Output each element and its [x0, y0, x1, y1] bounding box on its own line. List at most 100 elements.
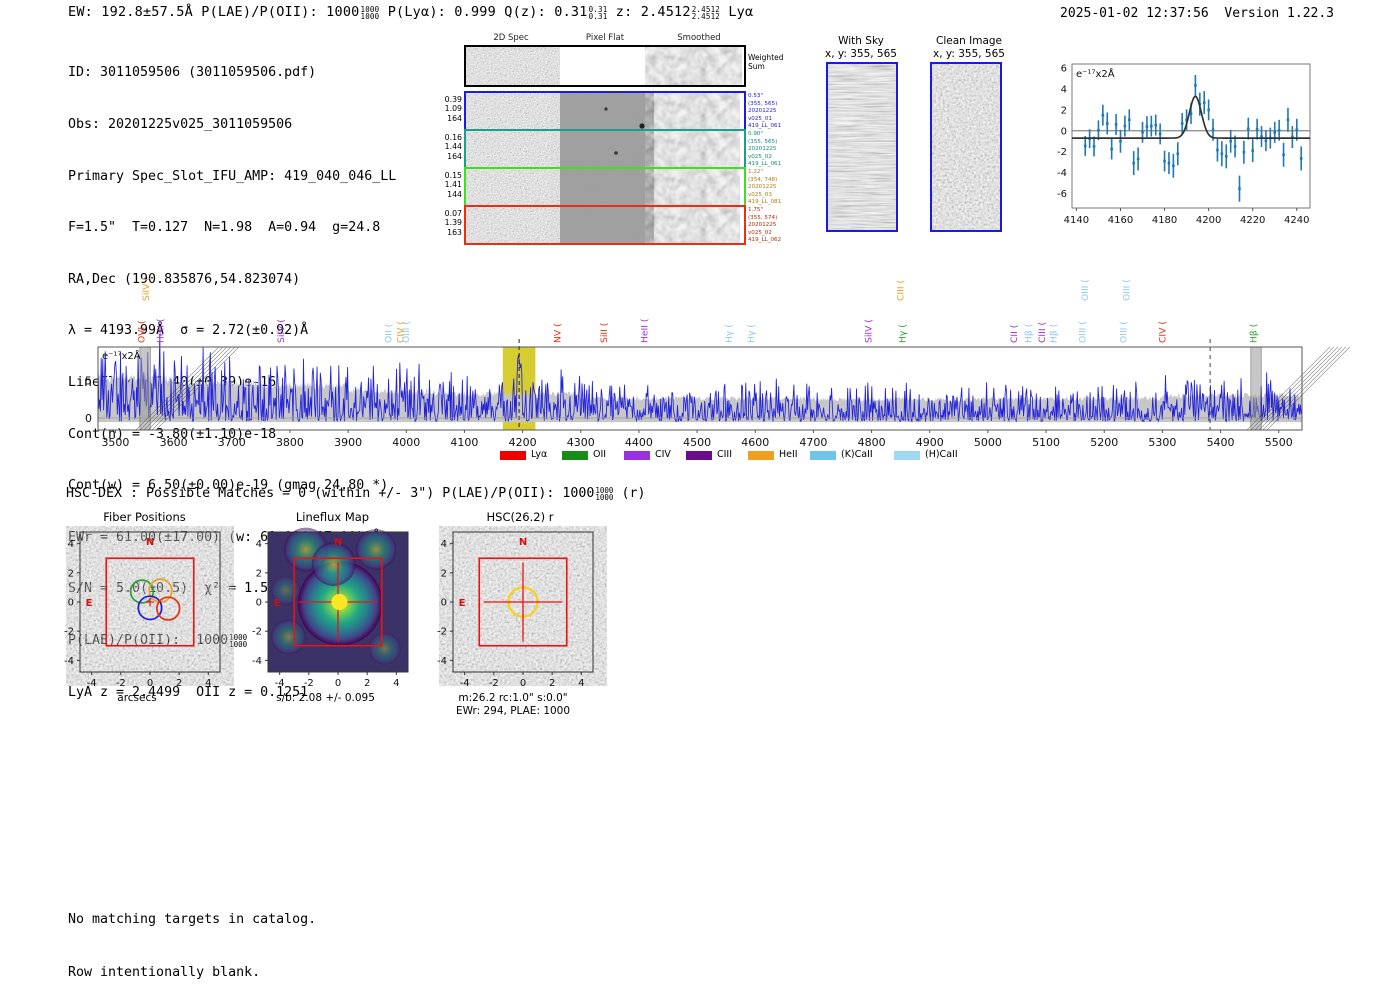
panel-caption: s/b: 2.08 +/- 0.095 — [276, 692, 375, 704]
svg-text:0: 0 — [85, 412, 92, 425]
svg-text:N: N — [334, 537, 342, 548]
svg-text:-2: -2 — [116, 678, 126, 689]
plae-fraction: 1000 1000 — [360, 4, 380, 22]
svg-text:-4: -4 — [437, 656, 447, 667]
svg-text:5500: 5500 — [1265, 436, 1293, 449]
svg-text:CIII (: CIII ( — [896, 280, 907, 301]
timestamp: 2025-01-02 12:37:56 — [1060, 6, 1209, 21]
svg-text:-4: -4 — [64, 656, 74, 667]
qz-fraction: 0.31 0.31 — [588, 4, 608, 22]
svg-text:4220: 4220 — [1240, 215, 1265, 226]
svg-text:-4: -4 — [1057, 168, 1067, 179]
svg-text:HeII (: HeII ( — [640, 319, 651, 344]
svg-text:4: 4 — [1061, 85, 1067, 96]
legend-label: (K)CaII — [841, 449, 873, 460]
fiber-meta: 1.75" (355, 574) 20201225 v025_02 419_LL… — [748, 207, 782, 244]
legend-label: CIII — [717, 449, 733, 460]
footer-note: No matching targets in catalog. Row inte… — [68, 876, 316, 999]
info-line: Primary Spec_Slot_IFU_AMP: 419_040_046_L… — [68, 168, 397, 184]
legend-label: CIV — [655, 449, 671, 460]
info-line: Cont(w) = 6.50(±0.00)e-19 (gmag 24.80 *) — [68, 478, 389, 494]
svg-text:2: 2 — [1061, 105, 1067, 116]
svg-text:0: 0 — [520, 678, 526, 689]
svg-text:4600: 4600 — [741, 436, 769, 449]
spectrum-legend: Lyα OII CIV CIII HeII (K)CaII (H)CaII — [500, 449, 958, 463]
header-summary-prefix: EW: 192.8±57.5Å P(LAE)/P(OII): 1000 — [68, 4, 360, 20]
svg-text:E: E — [459, 598, 466, 609]
panel-title: Fiber Positions — [103, 510, 186, 524]
svg-text:N: N — [519, 537, 527, 548]
timestamp-version: 2025-01-02 12:37:56 Version 1.22.3 — [1060, 6, 1334, 21]
svg-text:4100: 4100 — [450, 436, 478, 449]
svg-text:0: 0 — [256, 598, 262, 609]
svg-text:3600: 3600 — [160, 436, 188, 449]
svg-text:-4: -4 — [87, 678, 97, 689]
svg-text:5000: 5000 — [974, 436, 1002, 449]
with-sky-title: With Sky x, y: 355, 565 — [825, 35, 897, 60]
svg-text:5300: 5300 — [1148, 436, 1176, 449]
svg-text:6: 6 — [1061, 64, 1067, 75]
version-label: Version 1.22.3 — [1224, 6, 1334, 21]
footer-line-1: No matching targets in catalog. — [68, 912, 317, 927]
info-line: ID: 3011059506 (3011059506.pdf) — [68, 65, 317, 81]
svg-text:4: 4 — [393, 678, 399, 689]
svg-text:SiIV (: SiIV ( — [141, 277, 152, 301]
info-line: LyA z = 2.4499 OII z = 0.1251 — [68, 684, 309, 700]
footer-line-2: Row intentionally blank. — [68, 964, 261, 980]
svg-text:3900: 3900 — [334, 436, 362, 449]
svg-text:CIII (: CIII ( — [1037, 322, 1048, 343]
svg-text:4: 4 — [578, 678, 584, 689]
svg-text:2: 2 — [256, 568, 262, 579]
with-sky-image — [826, 62, 898, 232]
fiber-weights: 0.16 1.44 164 — [444, 133, 462, 161]
legend-swatch — [810, 451, 836, 460]
fiber-positions-panel: Fiber Positions N E -4 -4 -2 -2 0 0 2 2 4 4 arcsecs — [52, 510, 237, 705]
fiber-weights: 0.07 1.39 163 — [444, 209, 462, 237]
hscdex-plae-fraction: 1000 1000 — [595, 485, 614, 503]
svg-text:4300: 4300 — [567, 436, 595, 449]
header-summary-line: EW: 192.8±57.5Å P(LAE)/P(OII): 1000 1000 1… — [68, 4, 753, 21]
svg-text:OVI (: OVI ( — [137, 320, 148, 343]
clean-image-title: Clean Image x, y: 355, 565 — [933, 35, 1005, 60]
legend-swatch — [686, 451, 712, 460]
fiber-strip — [464, 91, 746, 131]
svg-text:Hγ (: Hγ ( — [724, 324, 735, 343]
svg-text:HeII (: HeII ( — [156, 319, 167, 344]
spec2d-montage: 2D Spec Pixel Flat Smoothed Weighted Sum… — [436, 33, 784, 245]
svg-text:-2: -2 — [252, 627, 262, 638]
legend-swatch — [624, 451, 650, 460]
svg-text:0: 0 — [441, 598, 447, 609]
lineflux-map-panel: Lineflux Map N E -4 -4 -2 -2 0 0 2 2 4 4 s/b: 2.08 … — [240, 510, 425, 715]
svg-text:Hγ (: Hγ ( — [746, 324, 757, 343]
svg-text:5200: 5200 — [1090, 436, 1118, 449]
svg-text:Hγ (: Hγ ( — [897, 324, 908, 343]
svg-text:5400: 5400 — [1207, 436, 1235, 449]
svg-text:3700: 3700 — [218, 436, 246, 449]
svg-text:SiIV (: SiIV ( — [864, 319, 875, 343]
svg-text:0: 0 — [147, 678, 153, 689]
svg-text:-2: -2 — [64, 627, 74, 638]
svg-text:Hβ (: Hβ ( — [1249, 324, 1260, 343]
svg-text:CIV (: CIV ( — [395, 321, 406, 343]
svg-text:0: 0 — [335, 678, 341, 689]
fiber-strip — [464, 167, 746, 207]
fiber-meta: 1.22" (354, 748) 20201225 v025_03 419_LL… — [748, 169, 782, 206]
svg-text:SiIV (: SiIV ( — [276, 319, 287, 343]
svg-text:5: 5 — [85, 375, 92, 388]
svg-text:4500: 4500 — [683, 436, 711, 449]
info-line: RA,Dec (190.835876,54.823074) — [68, 271, 301, 287]
svg-text:4160: 4160 — [1108, 215, 1133, 226]
svg-text:OII (: OII ( — [384, 324, 395, 343]
svg-text:4000: 4000 — [392, 436, 420, 449]
legend-label: HeII — [779, 449, 798, 460]
svg-text:2: 2 — [176, 678, 182, 689]
panel-title: HSC(26.2) r — [486, 510, 554, 524]
svg-text:-6: -6 — [1057, 189, 1067, 200]
full-spectrum-plot: 0 5 3500 3600 3700 3800 3900 4000 4100 4200 4300 44… — [60, 262, 1350, 452]
legend-label: (H)CaII — [925, 449, 958, 460]
svg-text:N: N — [146, 537, 154, 548]
svg-text:4180: 4180 — [1152, 215, 1177, 226]
panel-xlabel: arcsecs — [117, 692, 157, 704]
svg-text:-2: -2 — [1057, 147, 1067, 158]
svg-text:4800: 4800 — [858, 436, 886, 449]
